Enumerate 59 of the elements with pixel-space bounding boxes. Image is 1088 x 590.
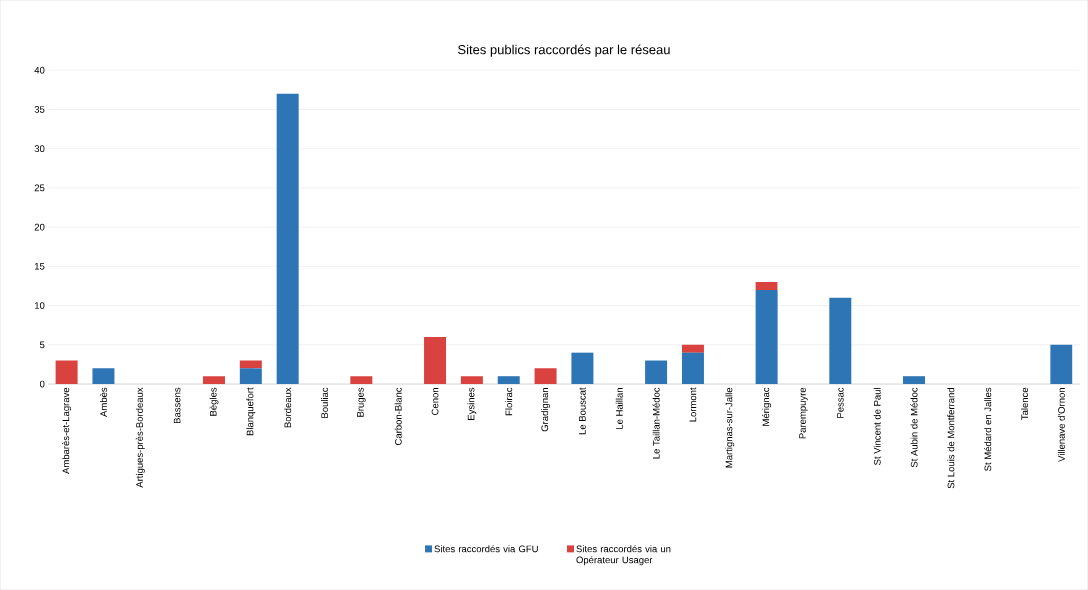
bar (571, 352, 594, 384)
bar (202, 376, 225, 384)
y-tick-label: 40 (34, 66, 45, 74)
bar (755, 281, 778, 290)
bar (534, 368, 557, 384)
bar (645, 360, 668, 384)
chart-title: Sites publics raccordés par le réseau (458, 44, 670, 57)
bar (1050, 344, 1073, 384)
bar (497, 376, 520, 384)
y-tick-label: 5 (39, 341, 45, 349)
x-tick-label: Bassens (173, 387, 181, 423)
x-tick-label: Pessac (837, 387, 844, 418)
x-tick-label: St Aubin de Médoc (910, 387, 918, 468)
x-tick-label: Le Haillan (615, 387, 623, 429)
x-tick-label: Bouliac (321, 387, 328, 418)
x-tick-label: Le Taillan-Médoc (652, 387, 660, 459)
x-tick-label: Parempuyre (799, 387, 808, 439)
x-tick-label: Bruges (357, 387, 366, 417)
x-tick-label: Talence (1021, 387, 1029, 420)
x-tick-label: Ambarès-et-Lagrave (62, 387, 72, 474)
y-tick-label: 0 (39, 380, 45, 388)
y-tick-label: 30 (34, 145, 45, 152)
x-tick-label: Eysines (467, 387, 477, 420)
y-tick-label: 15 (34, 262, 45, 270)
x-tick-label: Carbon-Blanc (394, 387, 402, 445)
x-tick-label: Lormont (689, 387, 697, 422)
bar (276, 93, 299, 384)
bar (903, 376, 925, 384)
x-tick-label: Villenave d'Ornon (1057, 387, 1065, 462)
x-tick-label: St Louis de Montferrand (947, 387, 955, 489)
x-tick-label: Cenon (431, 387, 439, 415)
x-tick-label: St Médard en Jalles (984, 387, 992, 471)
x-tick-label: Gradignan (541, 387, 550, 432)
x-tick-label: Ambès (99, 387, 107, 417)
y-tick-label: 35 (34, 105, 45, 113)
bar (681, 344, 704, 353)
bar (55, 360, 78, 384)
bar (424, 336, 447, 384)
legend-label: Sites raccordés via un Opérateur Usager (576, 545, 671, 566)
bar (829, 297, 852, 384)
x-tick-label: Blanquefort (246, 387, 256, 436)
x-tick-label: Bègles (209, 387, 219, 416)
y-tick-label: 10 (34, 302, 45, 309)
y-tick-label: 20 (34, 223, 45, 231)
bar (350, 376, 373, 384)
bar (755, 289, 778, 384)
bar (681, 352, 704, 384)
x-tick-label: Le Bouscat (579, 387, 586, 435)
bar (239, 368, 262, 384)
x-tick-label: Martignas-sur-Jalle (725, 387, 735, 468)
legend-label: Sites raccordés via GFU (434, 545, 538, 553)
bar (92, 368, 115, 384)
x-tick-label: Floirac (505, 387, 513, 416)
bar (460, 376, 483, 384)
y-tick-label: 25 (34, 184, 45, 192)
x-tick-label: Artigues-près-Bordeaux (135, 387, 145, 488)
x-tick-label: Mérignac (762, 387, 772, 426)
x-tick-label: Bordeaux (284, 387, 292, 428)
x-tick-label: St Vincent de Paul (873, 387, 881, 465)
